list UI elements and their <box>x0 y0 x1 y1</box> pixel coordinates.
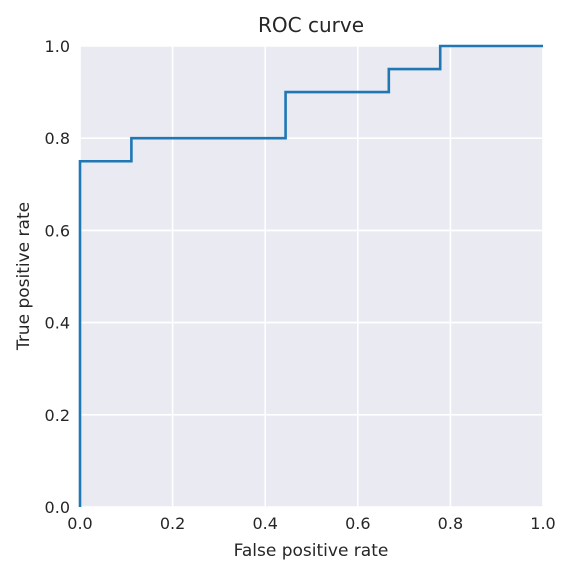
x-tick-label: 0.0 <box>67 514 92 533</box>
x-tick-label: 0.2 <box>160 514 185 533</box>
x-axis-label: False positive rate <box>234 541 389 561</box>
x-tick-label: 0.6 <box>345 514 370 533</box>
y-tick-label: 0.2 <box>45 406 70 425</box>
y-tick-label: 0.6 <box>45 221 70 240</box>
y-tick-label: 0.0 <box>45 498 70 517</box>
chart-title: ROC curve <box>258 13 364 37</box>
y-axis-label: True positive rate <box>14 202 34 351</box>
plot-area <box>80 46 543 507</box>
x-tick-label: 0.4 <box>252 514 277 533</box>
y-tick-label: 1.0 <box>45 37 70 56</box>
x-tick-labels: 0.0 0.2 0.4 0.6 0.8 1.0 <box>67 514 555 533</box>
y-tick-label: 0.8 <box>45 129 70 148</box>
series-layer <box>78 44 543 507</box>
x-tick-label: 1.0 <box>530 514 555 533</box>
y-tick-label: 0.4 <box>45 314 70 333</box>
x-tick-label: 0.8 <box>438 514 463 533</box>
roc-curve-line <box>78 44 543 507</box>
y-tick-labels: 0.0 0.2 0.4 0.6 0.8 1.0 <box>45 37 70 517</box>
